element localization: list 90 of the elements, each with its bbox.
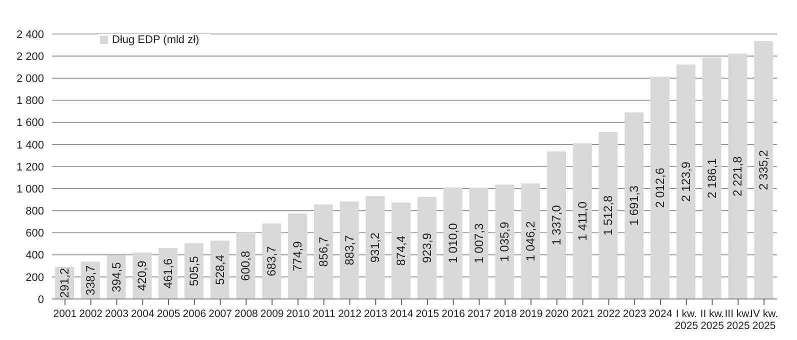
bar	[676, 64, 696, 299]
data-label: 2 012,6	[653, 168, 668, 208]
bar	[754, 41, 774, 299]
data-label: 528,4	[212, 254, 227, 285]
data-label: 774,9	[290, 240, 305, 272]
x-tick-label: 2017	[468, 308, 492, 320]
y-tick-label: 1 200	[16, 161, 44, 174]
x-tick-label: 2006	[182, 308, 206, 320]
x-tick-label: 2007	[208, 308, 232, 320]
bar	[572, 143, 592, 299]
x-tick-label: I kw. 2025	[674, 308, 698, 332]
data-label: 1 046,2	[524, 220, 538, 262]
y-tick-label: 1 600	[16, 117, 44, 130]
y-tick-label: 2 200	[16, 50, 44, 63]
data-label: 2 335,2	[756, 150, 771, 190]
y-tick-label: 0	[38, 294, 44, 306]
y-tick-label: 1 000	[16, 183, 44, 196]
data-label: 338,7	[83, 264, 98, 296]
bar	[469, 188, 488, 299]
bar	[624, 112, 644, 299]
data-label: 1 691,3	[627, 185, 642, 226]
x-tick-label: 2020	[545, 308, 569, 320]
x-tick-label: 2024	[648, 308, 672, 320]
x-tick-label: 2001	[53, 308, 77, 320]
y-tick-label: 1 400	[16, 139, 44, 152]
data-label: 1 337,0	[549, 204, 564, 246]
data-label: 874,4	[394, 235, 408, 266]
x-tick-label: 2015	[416, 308, 440, 320]
bar	[392, 202, 411, 299]
bar	[262, 224, 282, 299]
x-tick-label: 2005	[156, 308, 180, 320]
x-tick-label: 2010	[286, 308, 310, 320]
x-tick-label: 2002	[79, 308, 103, 320]
data-label: 1 411,0	[575, 201, 590, 241]
y-tick-label: 400	[26, 250, 44, 262]
x-tick-label: II kw. 2025	[700, 308, 724, 332]
x-tick-label: 2018	[493, 308, 517, 320]
data-label: 923,9	[420, 232, 434, 264]
bar	[650, 76, 670, 299]
x-tick-label: 2009	[260, 308, 284, 320]
bar	[598, 132, 618, 299]
x-tick-label: 2019	[519, 308, 543, 320]
x-tick-label: 2014	[390, 308, 414, 320]
bar	[288, 213, 308, 299]
data-label: 420,9	[135, 260, 150, 291]
bar	[521, 183, 540, 299]
data-label: 856,7	[316, 236, 330, 267]
data-label: 1 010,0	[446, 222, 460, 264]
y-tick-label: 2 000	[16, 73, 44, 86]
data-label: 683,7	[264, 246, 279, 276]
data-label: 291,2	[58, 268, 72, 298]
data-label: 461,6	[161, 258, 176, 289]
y-tick-label: 600	[26, 228, 44, 240]
data-label: 2 123,9	[678, 161, 693, 202]
x-tick-label: 2008	[234, 308, 258, 320]
x-tick-label: III kw. 2025	[724, 308, 752, 332]
y-tick-label: 1 800	[16, 95, 44, 108]
x-tick-label: 2022	[597, 308, 621, 320]
x-tick-label: 2012	[338, 308, 362, 320]
legend-label: Dług EDP (mld zł)	[112, 34, 200, 46]
bar	[546, 151, 566, 299]
x-tick-label: 2004	[130, 308, 154, 320]
data-label: 600,8	[238, 250, 253, 281]
data-label: 394,5	[109, 262, 124, 292]
data-label: 1 512,8	[601, 195, 616, 236]
data-label: 2 221,8	[730, 156, 745, 196]
data-label: 1 007,3	[472, 223, 486, 264]
bar	[340, 201, 359, 299]
bar	[495, 184, 514, 299]
x-tick-label: 2003	[105, 308, 129, 320]
bar	[366, 196, 385, 299]
x-tick-label: 2023	[622, 308, 646, 320]
bar	[314, 204, 333, 299]
bar	[418, 196, 436, 299]
y-tick-label: 2 400	[16, 28, 44, 41]
data-label: 2 186,1	[704, 158, 719, 198]
bar	[443, 187, 462, 299]
x-tick-label: 2016	[442, 308, 466, 320]
y-tick-label: 200	[26, 272, 44, 284]
bar	[728, 54, 748, 299]
data-label: 883,7	[342, 234, 356, 266]
data-label: 505,5	[186, 256, 201, 286]
bar	[702, 58, 722, 299]
data-label: 931,2	[368, 232, 382, 263]
x-tick-label: 2021	[571, 308, 595, 320]
x-tick-label: 2011	[312, 308, 336, 320]
x-tick-label: 2013	[364, 308, 388, 320]
data-label: 1 035,9	[498, 221, 512, 262]
x-tick-label: IV kw. 2025	[750, 308, 778, 332]
y-tick-label: 800	[26, 206, 44, 218]
